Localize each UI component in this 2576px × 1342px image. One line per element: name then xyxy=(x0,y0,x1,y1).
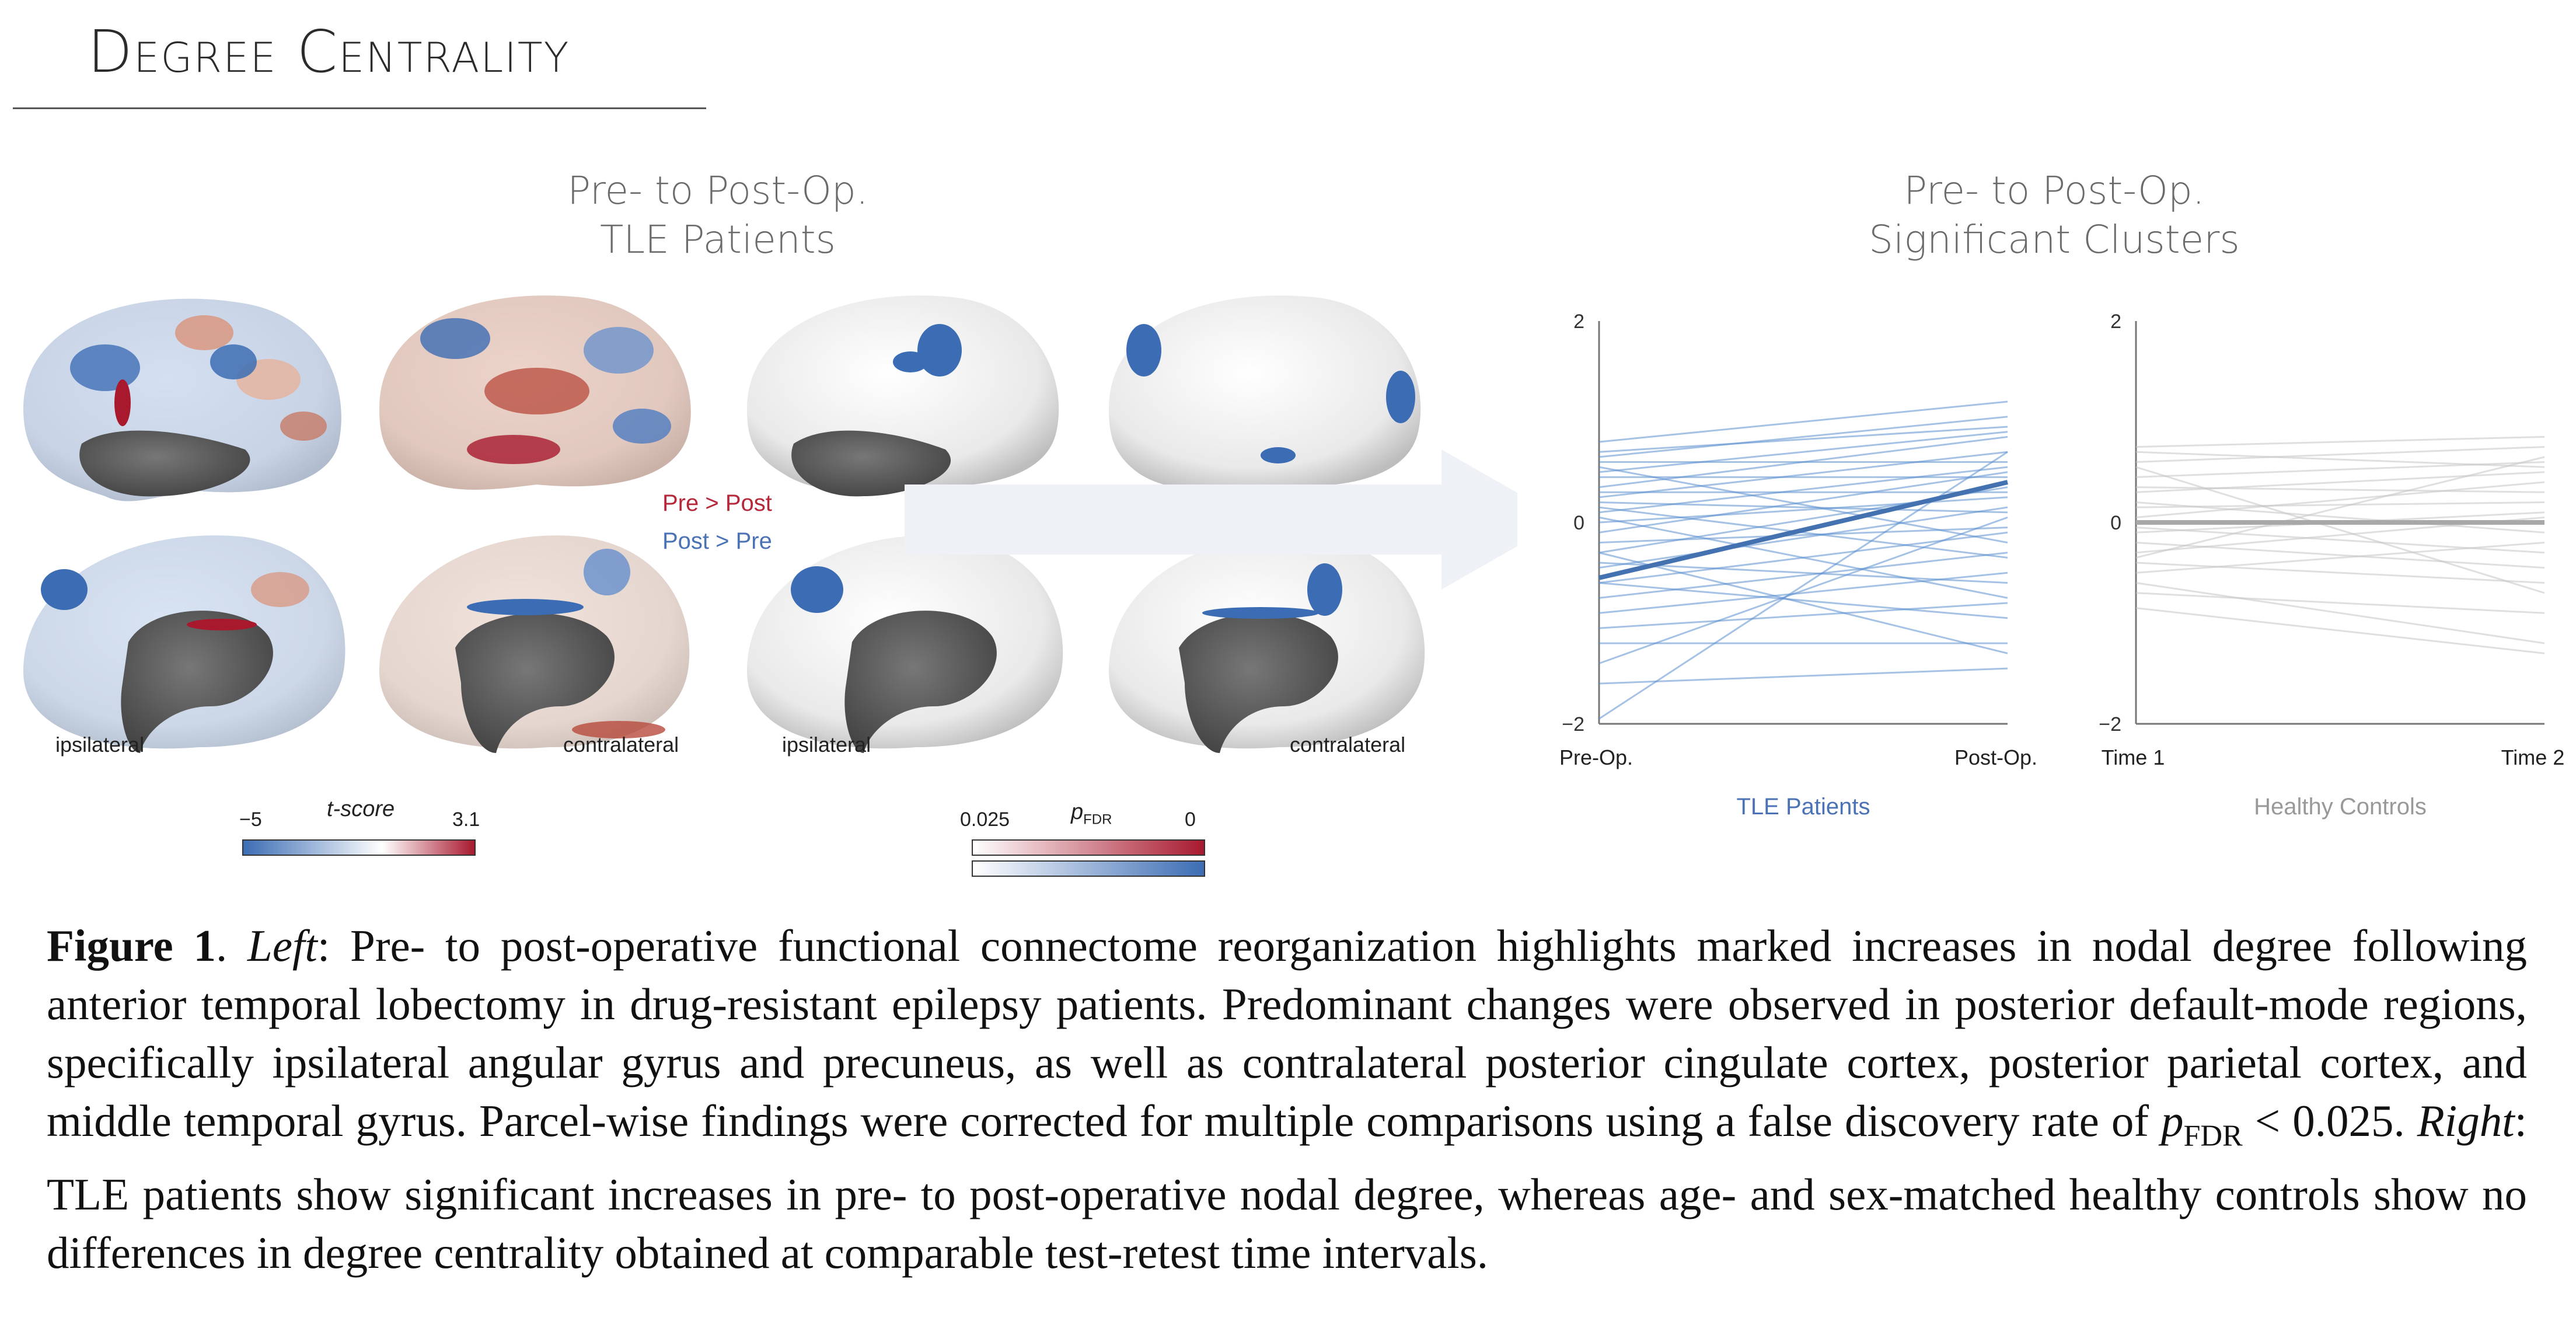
brain-lateral-tscore-contra xyxy=(379,295,691,490)
chart-series-line xyxy=(1599,427,2008,452)
caption-right-label: Right xyxy=(2417,1096,2515,1146)
chart-y-tick-label: −2 xyxy=(2099,713,2121,736)
brain-medial-pfdr-contra xyxy=(1109,535,1425,753)
pfdr-title-p: p xyxy=(1071,800,1083,824)
chart-series-line xyxy=(1599,417,2008,457)
left-title-line1: Pre- to Post-Op. xyxy=(525,166,910,215)
chart-series-line xyxy=(1599,553,2008,654)
pfdr-title: pFDR xyxy=(1071,800,1112,828)
caption-text1: : Pre- to post-operative functional conn… xyxy=(47,921,2527,1146)
chart-x-tick-label: Time 1 xyxy=(2102,745,2165,769)
caption-fdr: FDR xyxy=(2184,1119,2243,1152)
caption-left-label: Left xyxy=(247,921,317,971)
chart-y-tick-label: 2 xyxy=(2110,311,2121,333)
label-ipsilateral-2: ipsilateral xyxy=(782,733,871,757)
chart-y-tick-label: 0 xyxy=(2110,512,2121,534)
caption-p: p xyxy=(2161,1096,2184,1146)
chart-series-line xyxy=(1599,668,2008,684)
brain-medial-pfdr-ipsi xyxy=(747,535,1063,753)
tscore-colorbar xyxy=(242,839,476,856)
right-panel-title: Pre- to Post-Op. Significant Clusters xyxy=(1844,166,2264,264)
figure-caption: Figure 1. Left: Pre- to post-operative f… xyxy=(47,916,2527,1282)
legend-post-gt-pre: Post > Pre xyxy=(662,528,772,555)
chart-y-tick-label: 2 xyxy=(1573,311,1584,333)
right-title-line1: Pre- to Post-Op. xyxy=(1844,166,2264,215)
chart-series-line xyxy=(1599,583,2008,618)
chart-y-tick-label: −2 xyxy=(1562,713,1584,736)
brain-lateral-tscore-ipsi xyxy=(23,299,341,501)
chart-series-line xyxy=(2136,437,2544,447)
caption-fig-label: Figure 1 xyxy=(47,921,216,971)
label-contralateral-1: contralateral xyxy=(563,733,679,757)
chart-title: Healthy Controls xyxy=(2254,794,2427,820)
chart-x-tick-label: Time 2 xyxy=(2501,745,2565,769)
cluster-charts: 2 0 −2 Pre-Op. Post-Op. TLE Patients 2 0 −2 Time … xyxy=(1517,292,2576,846)
chart-series-line xyxy=(1599,497,2008,522)
caption-text2: < 0.025. xyxy=(2243,1096,2417,1146)
brain-medial-tscore-ipsi xyxy=(23,535,345,753)
caption-sep1: . xyxy=(216,921,247,971)
chart-series-line xyxy=(1599,472,2008,533)
chart-series-line xyxy=(2136,608,2544,654)
chart-series-line xyxy=(1599,432,2008,472)
pfdr-title-sub: FDR xyxy=(1083,812,1112,828)
chart-series-line xyxy=(2136,563,2544,583)
label-contralateral-2: contralateral xyxy=(1290,733,1405,757)
tscore-max: 3.1 xyxy=(452,808,480,831)
pfdr-colorbar-red xyxy=(972,839,1205,856)
brain-lateral-pfdr-ipsi xyxy=(747,295,1059,496)
chart-title: TLE Patients xyxy=(1736,794,1870,820)
legend-pre-gt-post: Pre > Post xyxy=(662,490,772,517)
chart-series-line xyxy=(1599,402,2008,442)
chart-series-line xyxy=(2136,593,2544,614)
section-title-text: Degree Centrality xyxy=(88,18,570,86)
left-title-line2: TLE Patients xyxy=(525,215,910,264)
right-title-line2: Significant Clusters xyxy=(1844,215,2264,264)
brain-medial-tscore-contra xyxy=(379,535,689,753)
pfdr-min: 0.025 xyxy=(960,808,1010,831)
title-divider xyxy=(13,107,706,109)
tscore-title: t-score xyxy=(327,797,395,822)
chart-x-tick-label: Post-Op. xyxy=(1954,745,2037,769)
chart-series-line xyxy=(1599,503,2008,513)
chart-x-tick-label: Pre-Op. xyxy=(1559,745,1633,769)
brain-surface-figure xyxy=(0,263,1517,788)
tscore-min: −5 xyxy=(239,808,262,831)
chart-y-tick-label: 0 xyxy=(1573,512,1584,534)
chart-series-line xyxy=(2136,528,2544,553)
chart-series-line xyxy=(1599,507,2008,557)
section-title: Degree Centrality xyxy=(88,18,570,86)
pfdr-colorbar-blue xyxy=(972,860,1205,877)
chart-series-line xyxy=(2136,583,2544,644)
brain-lateral-pfdr-contra xyxy=(1109,295,1420,490)
pfdr-max: 0 xyxy=(1185,808,1196,831)
left-panel-title: Pre- to Post-Op. TLE Patients xyxy=(525,166,910,264)
label-ipsilateral-1: ipsilateral xyxy=(55,733,144,757)
